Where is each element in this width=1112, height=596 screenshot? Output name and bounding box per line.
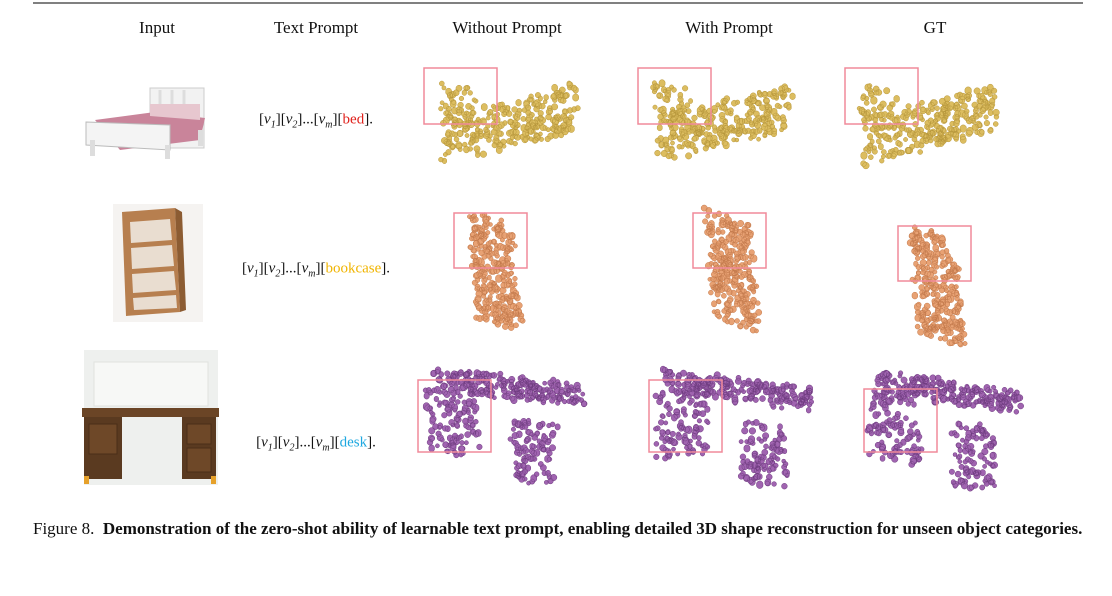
prompt-segment: ].	[367, 434, 376, 451]
highlight-box	[423, 67, 498, 125]
column-header: GT	[923, 18, 947, 37]
input-image-bookcase	[113, 204, 203, 322]
caption-label: Figure 8.	[33, 519, 95, 538]
prompt-segment: [	[256, 434, 262, 451]
prompt-segment: ].	[381, 260, 391, 277]
caption-text: Demonstration of the zero-shot ability o…	[102, 519, 1083, 538]
point-cloud	[438, 80, 581, 164]
point-cloud	[856, 83, 1000, 170]
column-header: With Prompt	[685, 18, 773, 37]
text-prompt: [v1][v2]...[vm][desk].	[256, 435, 376, 454]
point-cloud	[700, 204, 763, 334]
prompt-segment: 1	[270, 119, 276, 131]
highlight-box	[844, 67, 919, 125]
column-header: Input	[139, 18, 175, 37]
prompt-segment: v	[261, 434, 268, 451]
prompt-segment: v	[318, 111, 326, 128]
point-clouds	[422, 79, 1024, 492]
prompt-segment: v	[315, 434, 323, 451]
prompt-segment: v	[282, 434, 290, 451]
input-image-desk	[82, 350, 219, 485]
caption: Figure 8. Demonstration of the zero-shot…	[33, 515, 1083, 542]
prompt-segment: m	[308, 268, 316, 280]
highlight-boxes	[417, 67, 972, 453]
prompt-segment: 2	[292, 119, 298, 131]
prompt-segment: ][	[315, 260, 326, 277]
prompt-segment: ]...[	[294, 434, 316, 451]
prompt-segment: m	[322, 442, 330, 454]
highlight-box	[897, 225, 972, 282]
prompt-segment: ][	[332, 111, 343, 128]
prompt-segment: 2	[275, 268, 281, 280]
point-cloud	[652, 365, 814, 490]
prompt-segment: v	[301, 260, 309, 277]
text-prompt: [v1][v2]...[vm][bookcase].	[242, 261, 390, 280]
prompt-segment: desk	[339, 434, 368, 451]
prompt-segment: ][	[272, 434, 283, 451]
prompt-segment: ]...[	[280, 260, 302, 277]
prompt-segment: m	[325, 119, 333, 131]
point-cloud	[650, 79, 796, 161]
highlight-box	[863, 388, 938, 453]
prompt-segment: [	[259, 111, 265, 128]
point-cloud	[864, 369, 1024, 492]
prompt-segment: bed	[342, 111, 365, 128]
highlight-box	[637, 67, 712, 125]
column-header: Without Prompt	[452, 18, 562, 37]
highlight-box	[648, 379, 723, 453]
point-cloud	[906, 224, 968, 348]
prompt-segment: ]...[	[297, 111, 319, 128]
figure	[33, 2, 1083, 492]
prompt-segment: ][	[329, 434, 340, 451]
prompt-segment: v	[264, 111, 271, 128]
text-prompt: [v1][v2]...[vm][bed].	[259, 112, 373, 131]
prompt-segment: ].	[364, 111, 373, 128]
prompt-segment: bookcase	[325, 260, 382, 277]
prompt-segment: v	[268, 260, 276, 277]
input-image-bed	[85, 87, 205, 159]
prompt-segment: v	[285, 111, 293, 128]
prompt-segment: ][	[275, 111, 286, 128]
prompt-segment: v	[246, 260, 254, 277]
prompt-segment: ][	[258, 260, 269, 277]
highlight-box	[692, 212, 767, 269]
highlight-box	[453, 212, 528, 269]
column-header: Text Prompt	[273, 18, 359, 37]
prompt-segment: 1	[253, 268, 259, 280]
point-cloud	[422, 366, 588, 486]
highlight-box	[417, 379, 492, 453]
prompt-segment: [	[241, 260, 247, 277]
prompt-segment: 2	[289, 442, 295, 454]
prompt-segment: 1	[267, 442, 273, 454]
point-cloud	[467, 212, 526, 331]
